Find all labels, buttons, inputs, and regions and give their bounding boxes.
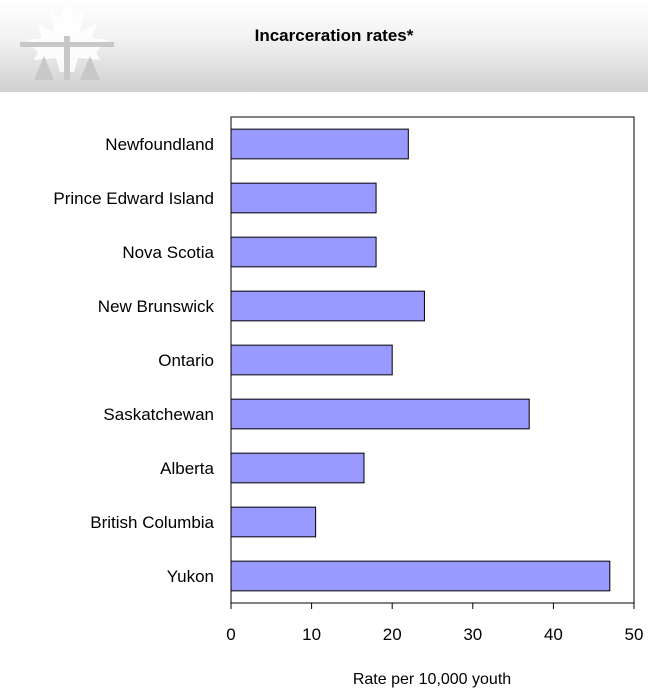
category-label-yukon: Yukon [167, 567, 214, 586]
maple-leaf-logo-icon [20, 4, 114, 80]
x-tick-label: 50 [625, 625, 644, 644]
bar-prince-edward-island [230, 182, 377, 214]
category-label-ontario: Ontario [158, 351, 214, 370]
bar-yukon [230, 560, 611, 592]
bar-nova-scotia [230, 236, 377, 268]
bar-saskatchewan [230, 398, 530, 430]
chart-title: Incarceration rates* [254, 26, 414, 45]
category-label-prince-edward-island: Prince Edward Island [53, 189, 214, 208]
x-tick-label: 0 [226, 625, 235, 644]
category-label-british-columbia: British Columbia [90, 513, 214, 532]
x-tick-label: 30 [463, 625, 482, 644]
bar-british-columbia [230, 506, 317, 538]
bar-newfoundland [230, 128, 409, 160]
category-label-saskatchewan: Saskatchewan [103, 405, 214, 424]
category-label-alberta: Alberta [160, 459, 214, 478]
category-label-newfoundland: Newfoundland [105, 135, 214, 154]
bar-ontario [230, 344, 393, 376]
category-label-nova-scotia: Nova Scotia [122, 243, 214, 262]
bar-alberta [230, 452, 365, 484]
header-banner: Incarceration rates* [0, 0, 648, 92]
x-axis-title: Rate per 10,000 youth [353, 671, 511, 688]
category-label-new-brunswick: New Brunswick [98, 297, 215, 316]
x-tick-label: 40 [544, 625, 563, 644]
x-tick-label: 20 [383, 625, 402, 644]
x-tick-label: 10 [302, 625, 321, 644]
bar-new-brunswick [230, 290, 425, 322]
